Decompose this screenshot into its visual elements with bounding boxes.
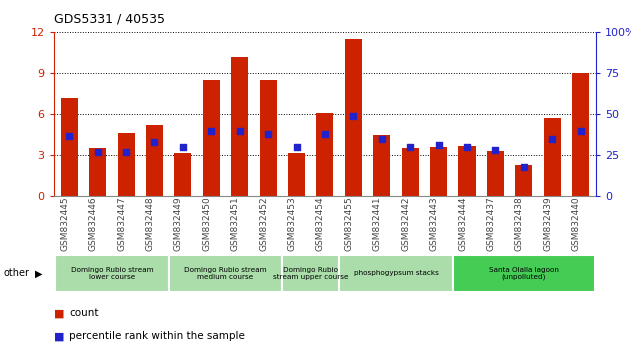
Point (93, 149, 103, 155)
Text: Domingo Rubio
stream upper course: Domingo Rubio stream upper course (273, 267, 348, 280)
Bar (174, 153, 191, 196)
Text: GSM832455: GSM832455 (345, 196, 353, 251)
Bar (374, 135, 391, 196)
Text: GSM832453: GSM832453 (288, 196, 297, 251)
Text: GSM832440: GSM832440 (572, 196, 581, 251)
Bar (339, 255, 453, 292)
Text: ■: ■ (54, 308, 64, 318)
Text: GSM832450: GSM832450 (203, 196, 211, 251)
Point (320, 131, 330, 137)
Point (462, 144, 472, 150)
Text: Domingo Rubio stream
lower course: Domingo Rubio stream lower course (71, 267, 153, 280)
Point (292, 144, 302, 150)
Point (433, 143, 444, 148)
Point (64, 133, 74, 138)
Text: GSM832449: GSM832449 (174, 196, 183, 251)
Text: GSM832446: GSM832446 (89, 196, 98, 251)
Point (263, 131, 273, 137)
Bar (259, 80, 276, 196)
Bar (61, 98, 78, 196)
Bar (572, 73, 589, 196)
Point (178, 144, 188, 150)
Text: GSM832445: GSM832445 (61, 196, 69, 251)
Text: GDS5331 / 40535: GDS5331 / 40535 (54, 12, 165, 25)
Text: GSM832447: GSM832447 (117, 196, 126, 251)
Point (206, 128, 216, 133)
Bar (146, 125, 163, 196)
Point (150, 139, 160, 145)
Text: GSM832441: GSM832441 (373, 196, 382, 251)
Text: ■: ■ (54, 331, 64, 341)
Point (405, 144, 415, 150)
Point (348, 113, 358, 119)
Bar (288, 153, 305, 196)
Point (519, 164, 529, 170)
Text: GSM832442: GSM832442 (401, 196, 410, 251)
Text: GSM832454: GSM832454 (316, 196, 325, 251)
Text: ▶: ▶ (35, 268, 42, 278)
Text: GSM832443: GSM832443 (430, 196, 439, 251)
Point (235, 128, 245, 133)
Point (547, 136, 557, 142)
Bar (402, 148, 419, 196)
Text: GSM832451: GSM832451 (231, 196, 240, 251)
Bar (55, 255, 168, 292)
Point (121, 149, 131, 155)
Text: GSM832452: GSM832452 (259, 196, 268, 251)
Text: GSM832448: GSM832448 (146, 196, 155, 251)
Bar (516, 165, 533, 196)
Text: GSM832444: GSM832444 (458, 196, 467, 251)
Text: GSM832438: GSM832438 (515, 196, 524, 251)
Text: phosphogypsum stacks: phosphogypsum stacks (353, 270, 439, 276)
Text: other: other (3, 268, 29, 278)
Bar (459, 146, 476, 196)
Bar (430, 147, 447, 196)
Bar (544, 118, 561, 196)
Bar (345, 39, 362, 196)
Bar (316, 113, 334, 196)
Bar (168, 255, 282, 292)
Bar (453, 255, 595, 292)
Text: count: count (69, 308, 99, 318)
Text: Santa Olalla lagoon
(unpolluted): Santa Olalla lagoon (unpolluted) (489, 267, 559, 280)
Bar (117, 133, 134, 196)
Bar (231, 57, 248, 196)
Bar (203, 80, 220, 196)
Bar (282, 255, 339, 292)
Text: GSM832439: GSM832439 (543, 196, 552, 251)
Point (490, 148, 500, 153)
Bar (89, 148, 106, 196)
Text: Domingo Rubio stream
medium course: Domingo Rubio stream medium course (184, 267, 267, 280)
Point (377, 136, 387, 142)
Text: GSM832437: GSM832437 (487, 196, 495, 251)
Bar (487, 151, 504, 196)
Text: percentile rank within the sample: percentile rank within the sample (69, 331, 245, 341)
Point (575, 128, 586, 133)
